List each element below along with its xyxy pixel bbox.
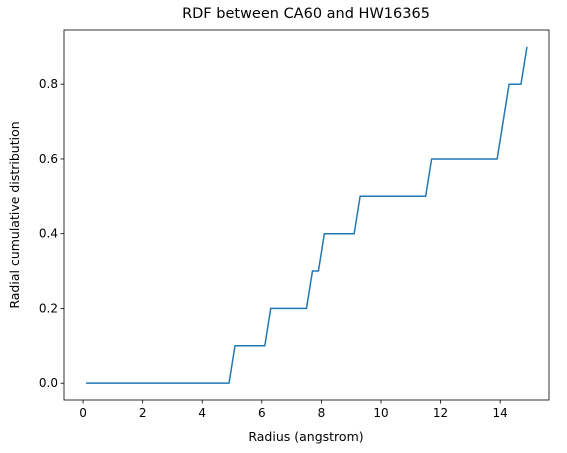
x-tick-label: 14: [493, 406, 508, 420]
x-tick-label: 10: [373, 406, 388, 420]
plot-frame: [63, 29, 550, 401]
y-tick-label: 0.6: [39, 152, 58, 166]
y-tick-label: 0.4: [39, 227, 58, 241]
x-tick-label: 4: [198, 406, 206, 420]
y-tick-label: 0.0: [39, 376, 58, 390]
x-tick-label: 0: [79, 406, 87, 420]
y-axis-ticks: 0.0 0.2 0.4 0.6 0.8: [39, 77, 64, 390]
x-tick-label: 12: [433, 406, 448, 420]
y-tick-label: 0.8: [39, 77, 58, 91]
x-tick-label: 2: [139, 406, 147, 420]
x-tick-label: 6: [258, 406, 266, 420]
series-line-0: [86, 46, 528, 384]
y-axis-label: Radial cumulative distribution: [7, 121, 22, 308]
plot-lines: [86, 46, 528, 384]
x-axis-ticks: 0 2 4 6 8 10 12 14: [79, 400, 508, 420]
y-tick-label: 0.2: [39, 301, 58, 315]
x-axis-label: Radius (angstrom): [248, 429, 363, 444]
chart-title: RDF between CA60 and HW16365: [182, 6, 430, 22]
x-tick-label: 8: [318, 406, 326, 420]
